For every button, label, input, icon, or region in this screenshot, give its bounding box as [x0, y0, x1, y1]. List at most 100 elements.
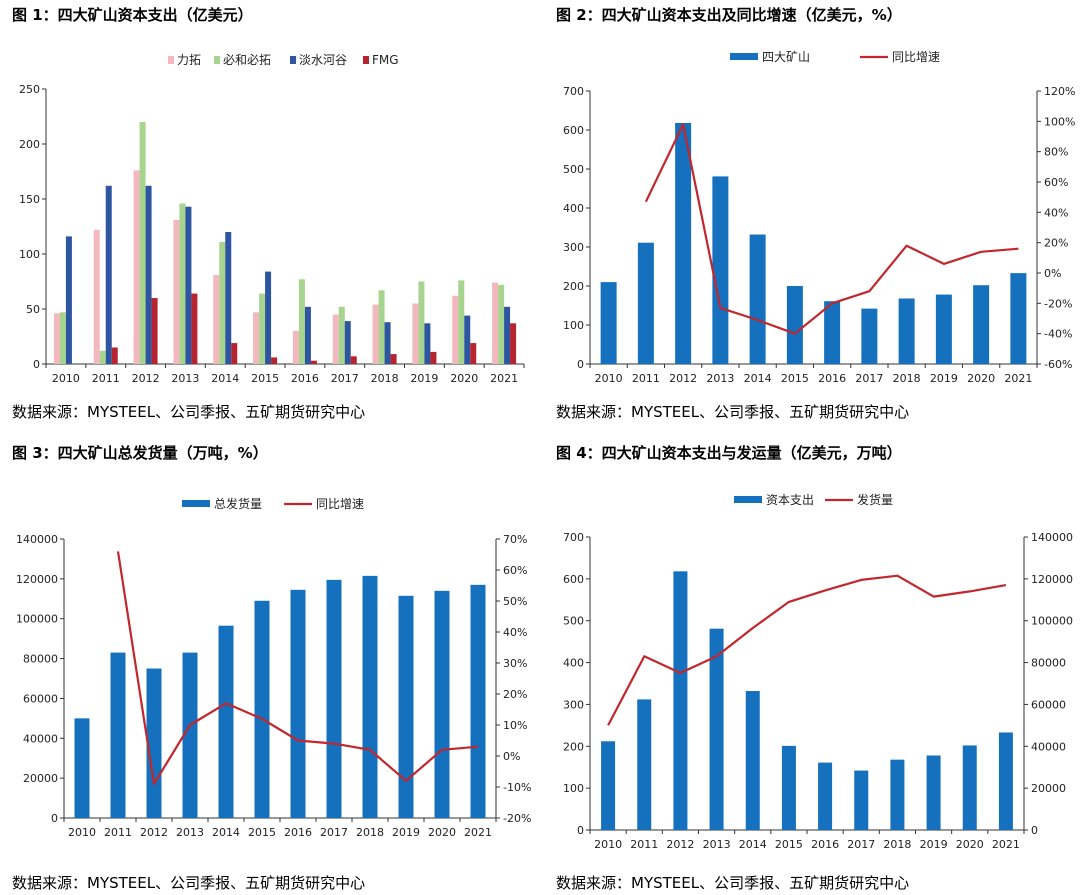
bar	[452, 295, 459, 364]
bar	[139, 122, 146, 364]
y-tick-label-right: 20000	[1031, 782, 1066, 795]
y-tick-label-right: 0	[1031, 824, 1038, 837]
x-tick-label: 2010	[594, 838, 622, 851]
bar	[53, 313, 60, 364]
y-tick-label-left: 0	[577, 358, 584, 371]
x-tick-label: 2012	[669, 372, 697, 385]
x-tick-label: 2020	[967, 372, 995, 385]
y-tick-label-left: 200	[563, 280, 584, 293]
bar	[498, 284, 505, 364]
x-tick-label: 2014	[744, 372, 772, 385]
bar	[332, 314, 339, 364]
bar	[191, 293, 198, 364]
x-tick-label: 2010	[68, 826, 96, 839]
y-tick-label-right: 100%	[1044, 115, 1075, 128]
bar	[962, 745, 977, 830]
y-tick-label-left: 500	[563, 615, 584, 628]
x-tick-label: 2013	[176, 826, 204, 839]
y-tick-label-right: 70%	[503, 533, 527, 546]
bar	[637, 699, 652, 830]
x-tick-label: 2010	[595, 372, 623, 385]
bar	[861, 308, 878, 364]
bar	[935, 294, 952, 364]
legend-swatch	[168, 56, 174, 64]
legend-label: 力拓	[177, 53, 201, 67]
x-tick-label: 2013	[706, 372, 734, 385]
bar	[65, 236, 72, 364]
y-tick-label-left: 700	[563, 531, 584, 544]
bar	[390, 354, 397, 364]
bar	[259, 293, 266, 364]
legend-label: 四大矿山	[762, 50, 810, 64]
legend-label: 资本支出	[766, 493, 814, 507]
bar	[384, 322, 391, 364]
bar	[99, 350, 106, 364]
bar	[304, 306, 311, 364]
bar	[418, 281, 425, 364]
legend-swatch	[730, 53, 758, 60]
x-tick-label: 2020	[450, 372, 478, 385]
bar	[110, 652, 126, 818]
y-tick-label-right: -20%	[1044, 297, 1072, 310]
x-tick-label: 2021	[1004, 372, 1032, 385]
x-tick-label: 2012	[666, 838, 694, 851]
x-tick-label: 2014	[212, 826, 240, 839]
y-tick-label-left: 0	[577, 824, 584, 837]
legend-swatch	[363, 56, 369, 64]
x-tick-label: 2017	[331, 372, 359, 385]
chart1-plot: 0 50 100 150 200 250 2010 2011 2012 2013 2014 2015 2…	[19, 53, 525, 385]
y-tick-label-left: 400	[563, 657, 584, 670]
bar	[344, 321, 351, 364]
x-tick-label: 2015	[781, 372, 809, 385]
x-tick-label: 2016	[284, 826, 312, 839]
bar	[74, 718, 90, 818]
bar	[412, 303, 419, 364]
chart4-title: 图 4：四大矿山资本支出与发运量（亿美元，万吨）	[556, 444, 902, 462]
x-tick-label: 2019	[920, 838, 948, 851]
y-tick-label-right: -10%	[503, 781, 531, 794]
y-tick-label-left: 20000	[23, 772, 58, 785]
chart3-title: 图 3：四大矿山总发货量（万吨，%）	[12, 444, 268, 462]
bar	[271, 357, 278, 364]
chart2-source: 数据来源：MYSTEEL、公司季报、五矿期货研究中心	[556, 403, 910, 421]
legend-swatch	[214, 56, 220, 64]
x-tick-label: 2010	[52, 372, 80, 385]
y-tick-label-right: 60000	[1031, 698, 1066, 711]
x-tick-label: 2017	[855, 372, 883, 385]
y-tick-label-right: 30%	[503, 657, 527, 670]
x-tick-label: 2017	[847, 838, 875, 851]
bar	[430, 351, 437, 364]
y-tick-label-left: 100	[19, 248, 40, 261]
bar	[265, 271, 272, 364]
bar	[151, 298, 158, 364]
bar	[105, 185, 112, 364]
y-tick-label-right: 120000	[1031, 573, 1073, 586]
y-tick-label-right: 60%	[1044, 176, 1068, 189]
y-tick-label-right: 80%	[1044, 146, 1068, 159]
bar	[145, 185, 152, 364]
x-tick-label: 2013	[171, 372, 199, 385]
y-tick-label-left: 150	[19, 193, 40, 206]
bar	[890, 759, 905, 830]
series-line	[607, 574, 1007, 726]
legend-label: 同比增速	[316, 497, 364, 511]
y-tick-label-right: 140000	[1031, 531, 1073, 544]
bar	[111, 347, 118, 364]
bar	[510, 323, 517, 364]
series-line	[116, 551, 479, 785]
bar	[338, 306, 345, 364]
bar	[59, 312, 66, 364]
y-tick-label-right: 50%	[503, 595, 527, 608]
y-tick-label-left: 300	[563, 241, 584, 254]
y-tick-label-right: 120%	[1044, 85, 1075, 98]
legend-label: 同比增速	[892, 50, 940, 64]
x-tick-label: 2011	[630, 838, 658, 851]
y-tick-label-right: 40%	[503, 626, 527, 639]
x-tick-label: 2019	[392, 826, 420, 839]
y-tick-label-left: 0	[33, 358, 40, 371]
bar	[133, 170, 140, 364]
legend-label: 淡水河谷	[299, 53, 347, 67]
x-tick-label: 2014	[739, 838, 767, 851]
bar	[818, 762, 833, 830]
chart2-title: 图 2：四大矿山资本支出及同比增速（亿美元，%）	[556, 6, 902, 24]
